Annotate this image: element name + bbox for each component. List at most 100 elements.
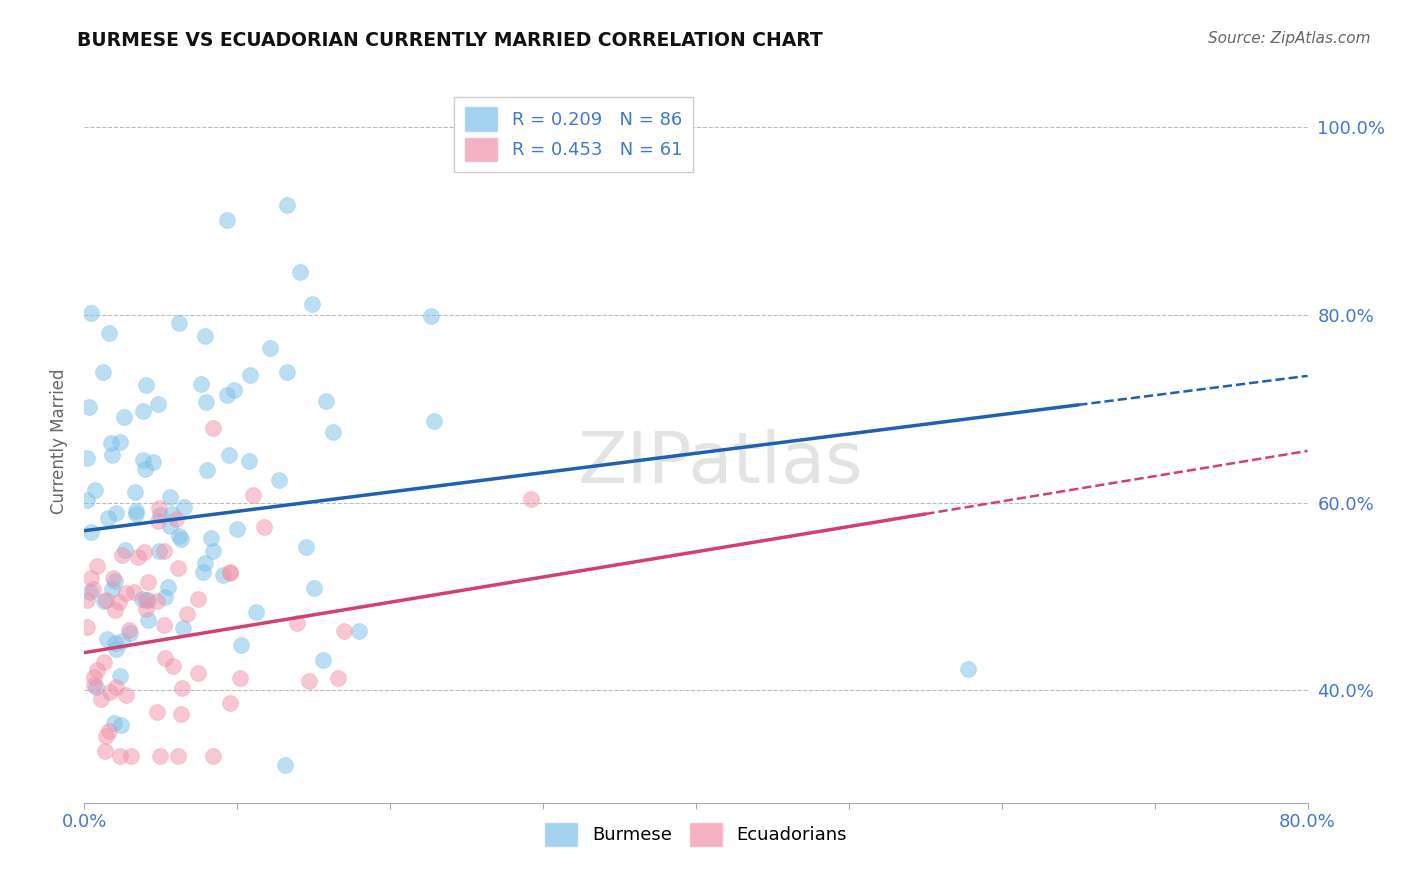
Point: [957, 662, 980, 676]
Point: [103, 636, 125, 650]
Point: [97, 326, 120, 340]
Point: [322, 425, 344, 439]
Point: [136, 613, 159, 627]
Point: [134, 462, 156, 476]
Point: [142, 454, 165, 468]
Point: [104, 602, 127, 616]
Point: [135, 378, 157, 392]
Point: [93, 655, 115, 669]
Point: [114, 543, 136, 558]
Point: [252, 520, 274, 534]
Point: [103, 716, 125, 731]
Point: [97, 510, 120, 524]
Point: [162, 658, 184, 673]
Point: [132, 453, 155, 467]
Point: [118, 625, 141, 640]
Point: [187, 591, 209, 606]
Point: [111, 548, 134, 562]
Point: [176, 607, 198, 621]
Point: [100, 582, 122, 596]
Point: [219, 565, 242, 579]
Point: [93, 594, 115, 608]
Point: [225, 522, 247, 536]
Point: [135, 593, 157, 607]
Point: [153, 617, 176, 632]
Point: [157, 580, 180, 594]
Point: [349, 624, 371, 639]
Point: [108, 669, 131, 683]
Text: Source: ZipAtlas.com: Source: ZipAtlas.com: [1208, 31, 1371, 46]
Point: [115, 586, 138, 600]
Point: [295, 540, 318, 554]
Point: [86, 680, 108, 694]
Point: [98, 724, 121, 739]
Point: [520, 492, 543, 507]
Point: [170, 707, 193, 722]
Point: [159, 519, 181, 533]
Point: [194, 556, 217, 570]
Point: [112, 410, 135, 425]
Point: [148, 397, 170, 411]
Point: [149, 748, 172, 763]
Point: [80, 525, 103, 540]
Point: [217, 388, 239, 402]
Point: [84, 483, 107, 497]
Point: [110, 634, 132, 648]
Point: [219, 696, 242, 710]
Point: [94, 729, 117, 743]
Point: [105, 506, 128, 520]
Point: [165, 512, 187, 526]
Point: [94, 744, 117, 758]
Point: [86, 663, 108, 677]
Point: [167, 316, 190, 330]
Point: [301, 296, 323, 310]
Point: [127, 549, 149, 564]
Point: [167, 560, 190, 574]
Point: [267, 473, 290, 487]
Point: [242, 488, 264, 502]
Text: BURMESE VS ECUADORIAN CURRENTLY MARRIED CORRELATION CHART: BURMESE VS ECUADORIAN CURRENTLY MARRIED …: [77, 31, 823, 50]
Point: [76, 492, 98, 507]
Point: [131, 591, 153, 606]
Point: [104, 574, 127, 589]
Point: [422, 414, 444, 428]
Point: [290, 265, 312, 279]
Point: [124, 485, 146, 500]
Point: [148, 500, 170, 515]
Point: [159, 491, 181, 505]
Point: [160, 507, 183, 521]
Point: [149, 508, 172, 522]
Point: [120, 748, 142, 763]
Point: [202, 748, 225, 763]
Point: [132, 545, 155, 559]
Point: [259, 341, 281, 355]
Point: [229, 639, 252, 653]
Point: [125, 504, 148, 518]
Point: [298, 674, 321, 689]
Point: [333, 624, 356, 638]
Point: [86, 559, 108, 574]
Point: [136, 575, 159, 590]
Point: [108, 595, 131, 609]
Point: [110, 718, 132, 732]
Point: [76, 620, 98, 634]
Point: [125, 507, 148, 521]
Point: [118, 623, 141, 637]
Point: [172, 681, 194, 695]
Point: [229, 671, 252, 685]
Point: [201, 544, 224, 558]
Point: [82, 582, 104, 596]
Point: [222, 384, 245, 398]
Point: [110, 434, 132, 449]
Point: [328, 671, 350, 685]
Point: [287, 616, 309, 631]
Point: [96, 632, 118, 646]
Point: [195, 463, 218, 477]
Point: [276, 365, 298, 379]
Point: [100, 436, 122, 450]
Point: [90, 691, 112, 706]
Legend: Burmese, Ecuadorians: Burmese, Ecuadorians: [536, 814, 856, 855]
Point: [173, 500, 195, 514]
Text: ZIPatlas: ZIPatlas: [578, 429, 863, 498]
Point: [194, 328, 217, 343]
